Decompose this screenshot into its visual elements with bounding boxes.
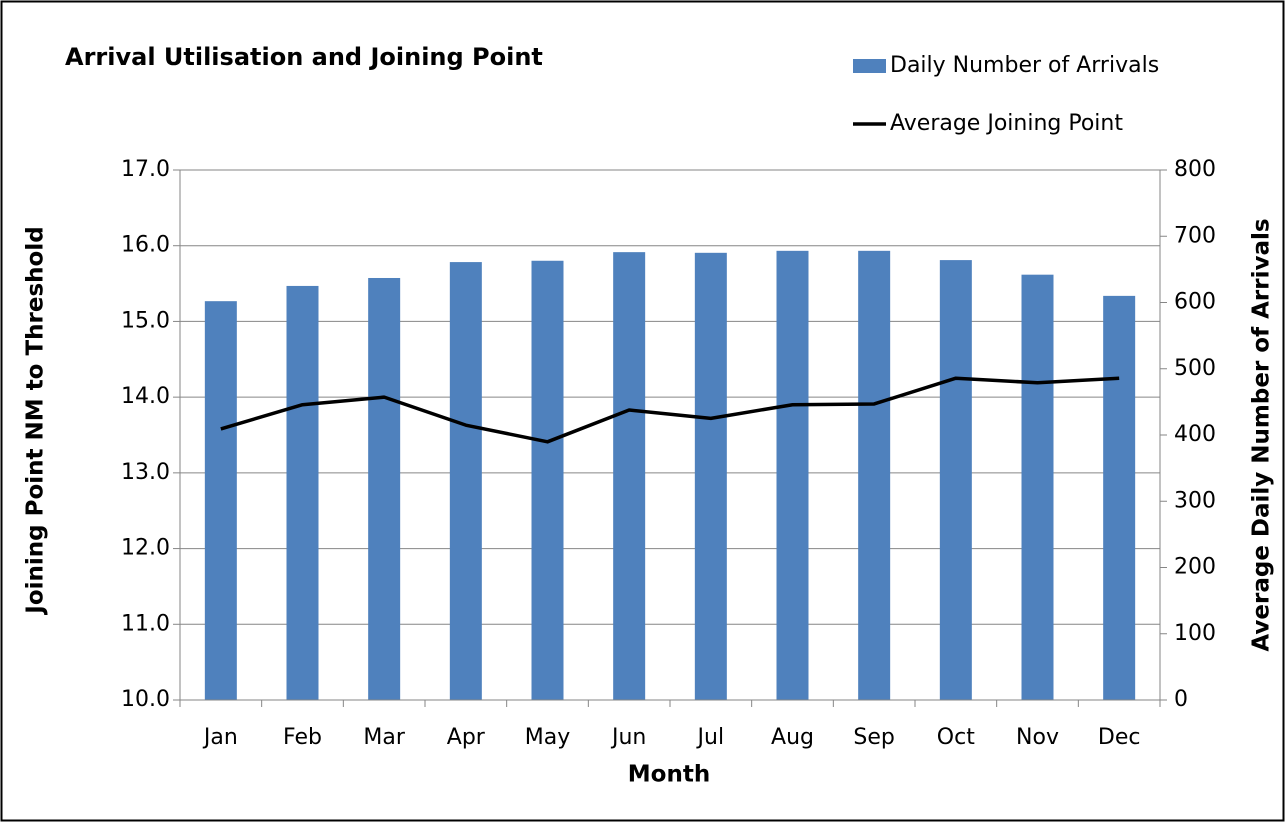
y2-tick-label: 0 bbox=[1174, 687, 1188, 712]
y2-tick-label: 700 bbox=[1174, 223, 1216, 248]
bar bbox=[613, 252, 646, 700]
bar bbox=[694, 252, 727, 700]
y2-tick-label: 500 bbox=[1174, 356, 1216, 381]
legend-label: Daily Number of Arrivals bbox=[890, 53, 1159, 78]
bar bbox=[368, 277, 401, 700]
x-tick-label: Aug bbox=[771, 725, 814, 750]
x-axis-title: Month bbox=[628, 762, 710, 788]
y-tick-label: 16.0 bbox=[121, 233, 170, 258]
bar bbox=[204, 301, 237, 700]
y-axis-title: Joining Point NM to Threshold bbox=[23, 226, 49, 615]
x-tick-label: Feb bbox=[283, 725, 322, 750]
x-tick-label: Dec bbox=[1098, 725, 1141, 750]
y-tick-label: 10.0 bbox=[121, 687, 170, 712]
x-tick-label: Apr bbox=[447, 725, 486, 750]
y2-tick-label: 600 bbox=[1174, 290, 1216, 315]
y2-tick-label: 800 bbox=[1174, 157, 1216, 182]
x-tick-label: May bbox=[525, 725, 570, 750]
y2-axis-title: Average Daily Number of Arrivals bbox=[1249, 218, 1275, 651]
y2-tick-label: 400 bbox=[1174, 422, 1216, 447]
bar bbox=[776, 250, 809, 700]
y-tick-label: 12.0 bbox=[121, 536, 170, 561]
x-tick-label: Jun bbox=[610, 725, 646, 750]
y-tick-label: 11.0 bbox=[121, 611, 170, 636]
y-tick-label: 13.0 bbox=[121, 460, 170, 485]
y2-tick-label: 200 bbox=[1174, 555, 1216, 580]
bar bbox=[286, 285, 319, 700]
legend-swatch bbox=[853, 59, 886, 73]
y-tick-label: 15.0 bbox=[121, 308, 170, 333]
x-tick-label: Mar bbox=[363, 725, 405, 750]
bar bbox=[449, 262, 482, 700]
bar bbox=[1103, 295, 1136, 700]
y-tick-label: 14.0 bbox=[121, 384, 170, 409]
bar bbox=[939, 260, 972, 700]
y2-tick-label: 100 bbox=[1174, 621, 1216, 646]
bar bbox=[531, 260, 564, 700]
bar bbox=[858, 250, 891, 700]
x-tick-label: Oct bbox=[937, 725, 975, 750]
legend-label: Average Joining Point bbox=[890, 111, 1123, 136]
x-tick-label: Sep bbox=[853, 725, 894, 750]
x-tick-label: Nov bbox=[1016, 725, 1059, 750]
y-tick-label: 17.0 bbox=[121, 157, 170, 182]
line bbox=[220, 376, 1120, 444]
chart-title: Arrival Utilisation and Joining Point bbox=[65, 43, 543, 71]
x-tick-label: Jul bbox=[696, 725, 725, 750]
y2-tick-label: 300 bbox=[1174, 488, 1216, 513]
bar bbox=[1021, 274, 1054, 700]
x-tick-label: Jan bbox=[202, 725, 238, 750]
